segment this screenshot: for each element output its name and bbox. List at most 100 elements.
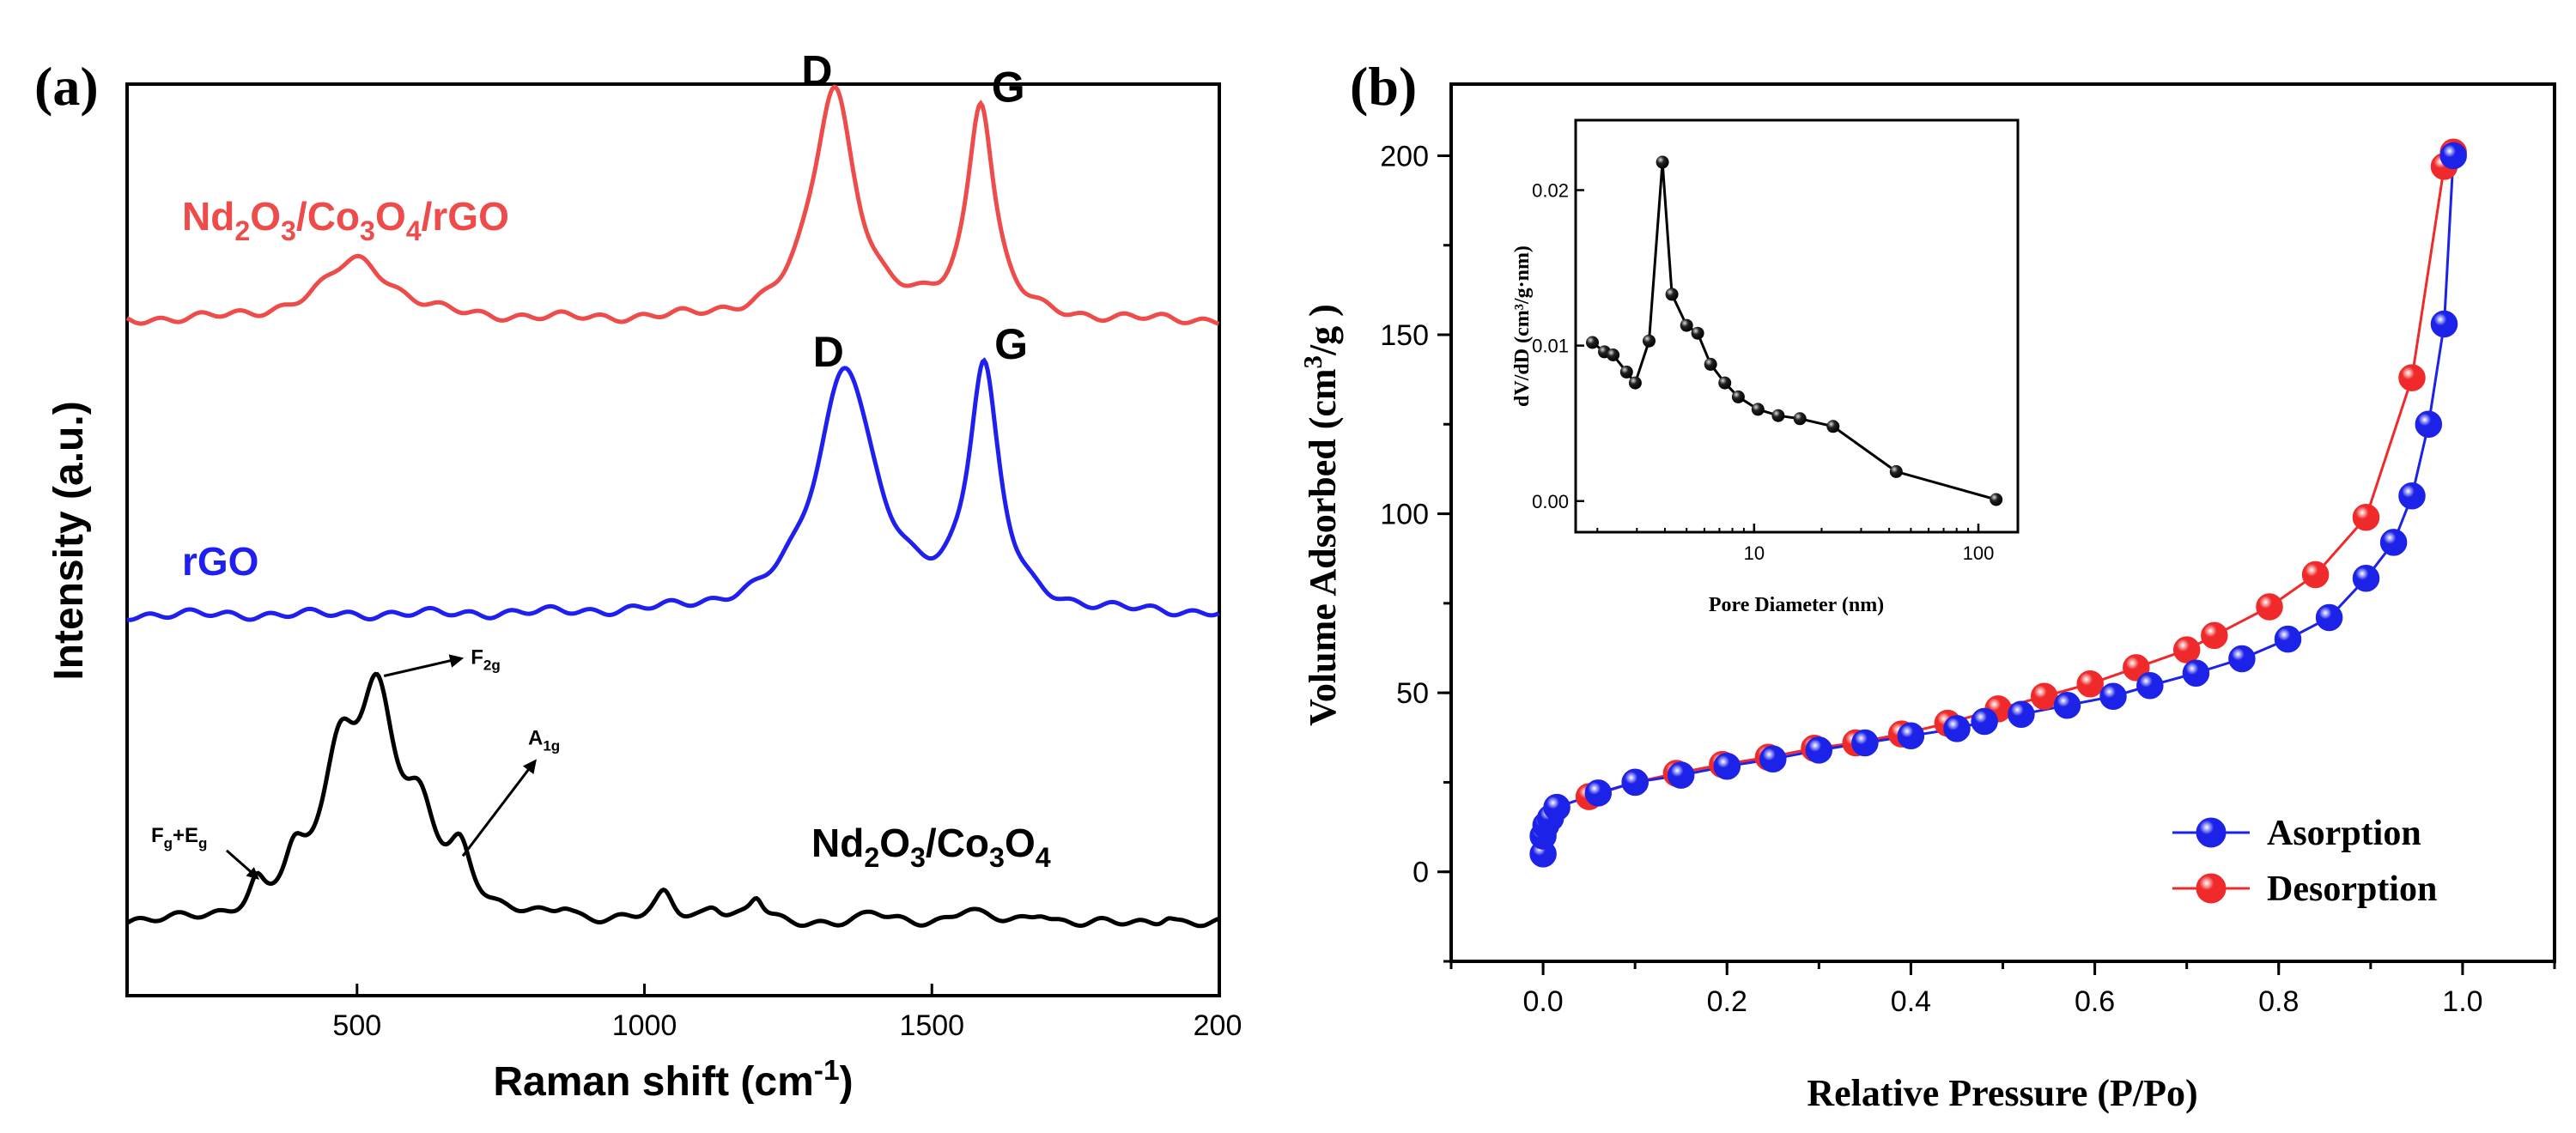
bet-point-asorption [2182,659,2210,687]
inset-y-tick-label: 0.01 [1532,336,1569,357]
inset-point [1680,318,1693,332]
bet-series-markers [1529,138,2467,868]
bet-point-asorption [2398,482,2426,510]
bet-point-desorption [2398,364,2426,391]
inset-point [1586,336,1599,349]
bet-y-tick-label: 100 [1380,499,1429,531]
raman-x-tick-label: 1500 [899,1009,964,1042]
inset-point [1607,348,1620,361]
bet-point-desorption [2256,593,2283,621]
raman-curves [125,84,1220,929]
bet-point-asorption [1621,768,1649,797]
raman-curve-rgo [126,357,1220,622]
bet-point-asorption [2379,529,2408,556]
bet-y-tick-label: 150 [1380,319,1429,352]
inset-frame [1574,118,2020,534]
inset-point [1691,326,1704,340]
bet-point-asorption [1713,752,1741,780]
inset-point [1656,155,1669,169]
bet-point-asorption [1805,736,1833,764]
inset-point [1628,376,1642,390]
raman-curve-oxide [125,671,1220,929]
bet-point-desorption [2201,621,2228,650]
raman-peak-label-g-composite: G [992,63,1025,111]
inset-x-tick-label: 100 [1963,542,1995,564]
raman-peak-label-g-rgo: G [994,320,1028,368]
bet-point-desorption [2301,560,2330,589]
panel-a-label: (a) [34,56,99,117]
raman-mode-annotations: F2g A1g Fg+Eg [151,645,560,880]
bet-point-asorption [1851,729,1879,757]
inset-y-tick-label: 0.02 [1532,180,1569,202]
bet-x-tick-label: 0.8 [2258,985,2299,1018]
bet-point-asorption [2228,645,2256,673]
bet-point-desorption [2172,636,2201,663]
raman-peak-label-d-composite: D [801,46,832,94]
bet-point-asorption [1759,745,1787,773]
bet-point-asorption [2415,410,2443,439]
raman-x-axis-title: Raman shift (cm-1) [493,1055,853,1105]
legend-marker-desorption [2196,873,2227,904]
raman-y-axis-title: Intensity (a.u.) [46,401,92,680]
bet-x-tick-label: 0.6 [2075,985,2115,1018]
bet-point-asorption [2053,691,2081,719]
inset-y-tick-label: 0.00 [1532,491,1569,512]
inset-x-tick-label: 10 [1744,542,1765,564]
inset-point [1731,390,1745,403]
inset-y-axis-title: dV/dD (cm³/g·nm) [1511,245,1534,407]
bet-point-asorption [1897,722,1925,749]
inset-point [1643,334,1656,348]
bet-point-desorption [2352,503,2380,531]
raman-series-label-composite: Nd2O3/Co3O4/rGO [182,194,509,246]
bet-point-desorption [2030,682,2058,711]
raman-panel: (a) 500 1000 1500 200 D G D G Nd2O3/Co3O4/r… [34,46,1242,1105]
legend-label-asorption: Asorption [2267,814,2421,853]
bet-point-asorption [2315,603,2343,632]
bet-point-asorption [1971,707,1998,736]
mode-arrowhead-f2g [448,654,465,668]
bet-legend: Asorption Desorption [2172,814,2437,909]
mode-arrowhead-fg-eg [246,867,259,880]
mode-label-a1g: A1g [528,726,560,754]
bet-point-asorption [2439,142,2467,170]
bet-axis-ticks: 0.0 0.2 0.4 0.6 0.8 1.0 0 50 100 150 200 [1380,140,2556,1018]
bet-point-asorption [2430,310,2458,338]
bet-point-asorption [1943,715,1971,742]
inset-point [1771,409,1785,422]
inset-point [1718,376,1732,390]
bet-point-asorption [2352,564,2380,592]
bet-y-tick-label: 200 [1380,140,1429,173]
bet-x-tick-label: 1.0 [2442,985,2482,1018]
mode-arrow-f2g [383,657,459,677]
mode-arrow-a1g [461,762,535,857]
bet-y-tick-label: 50 [1396,677,1429,710]
bet-x-tick-label: 0.4 [1891,985,1931,1018]
raman-x-ticks: 500 1000 1500 200 [332,984,1242,1042]
inset-point [1990,493,2003,506]
panel-b-label: (b) [1350,56,1417,117]
bet-point-asorption [2136,672,2164,700]
inset-point [1793,412,1807,426]
bet-point-asorption [2099,682,2127,711]
bet-x-tick-label: 0.2 [1707,985,1747,1018]
inset-curve [1586,155,2003,506]
pore-size-inset: 10 100 0.00 0.01 0.02 Pore Diameter (nm) dV/… [1511,118,2020,616]
bet-point-asorption [1543,793,1571,821]
bet-y-tick-label: 0 [1413,857,1429,889]
inset-point [1826,420,1840,433]
mode-label-fg-eg: Fg+Eg [151,824,207,851]
inset-point [1751,403,1765,416]
bet-point-desorption [2076,670,2104,698]
raman-series-label-rgo: rGO [182,539,258,584]
bet-panel: (b) 0.0 0.2 0.4 0.6 0.8 1.0 0 50 100 150 200 10 100… [1298,56,2556,1114]
bet-x-axis-title: Relative Pressure (P/Po) [1807,1072,2197,1114]
bet-point-asorption [1667,761,1695,789]
legend-marker-asorption [2196,817,2227,848]
inset-point [1665,288,1679,301]
raman-curve-composite [125,84,1220,326]
inset-x-axis-title: Pore Diameter (nm) [1709,594,1884,616]
raman-plot-frame [125,82,1221,997]
raman-peak-label-d-rgo: D [813,328,844,376]
